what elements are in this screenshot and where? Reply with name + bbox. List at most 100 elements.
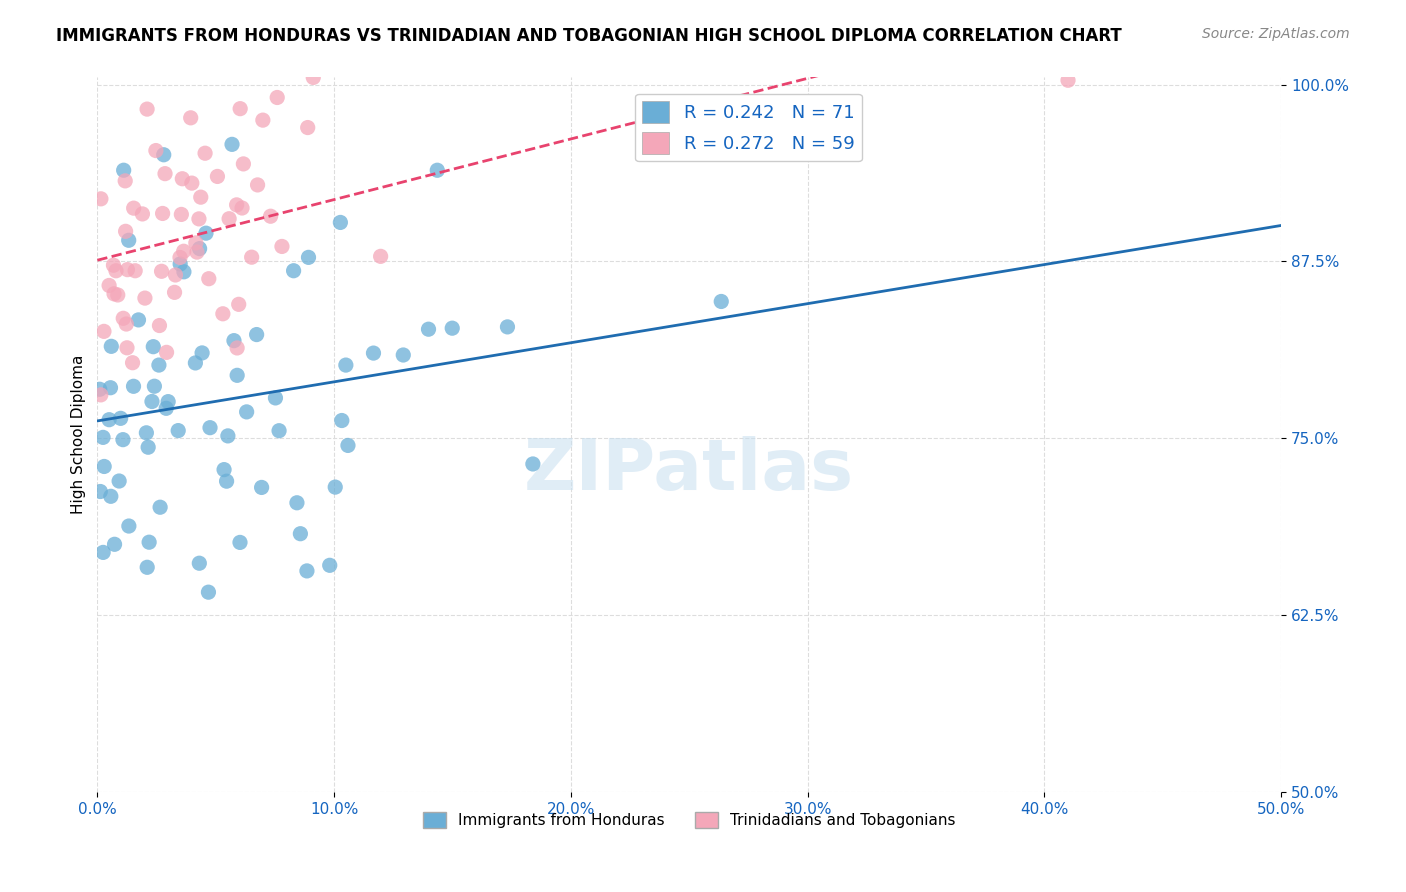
Immigrants from Honduras — [155, 401, 177, 416]
Immigrants from Honduras — [295, 564, 318, 578]
Immigrants from Honduras — [100, 381, 122, 395]
Trinidadians and Tobagonians — [152, 206, 174, 220]
Immigrants from Honduras — [173, 265, 195, 279]
Trinidadians and Tobagonians — [90, 192, 112, 206]
Immigrants from Honduras — [127, 313, 149, 327]
Immigrants from Honduras — [112, 163, 135, 178]
Trinidadians and Tobagonians — [229, 102, 252, 116]
Trinidadians and Tobagonians — [150, 264, 173, 278]
Immigrants from Honduras — [392, 348, 415, 362]
Immigrants from Honduras — [143, 379, 166, 393]
Immigrants from Honduras — [250, 480, 273, 494]
Text: IMMIGRANTS FROM HONDURAS VS TRINIDADIAN AND TOBAGONIAN HIGH SCHOOL DIPLOMA CORRE: IMMIGRANTS FROM HONDURAS VS TRINIDADIAN … — [56, 27, 1122, 45]
Trinidadians and Tobagonians — [114, 174, 136, 188]
Immigrants from Honduras — [246, 327, 269, 342]
Immigrants from Honduras — [264, 391, 287, 405]
Trinidadians and Tobagonians — [228, 297, 250, 311]
Immigrants from Honduras — [283, 264, 305, 278]
Trinidadians and Tobagonians — [240, 250, 263, 264]
Immigrants from Honduras — [441, 321, 464, 335]
Trinidadians and Tobagonians — [155, 345, 177, 359]
Immigrants from Honduras — [426, 163, 449, 178]
Immigrants from Honduras — [141, 394, 163, 409]
Trinidadians and Tobagonians — [252, 113, 274, 128]
Trinidadians and Tobagonians — [187, 211, 209, 226]
Immigrants from Honduras — [108, 474, 131, 488]
Immigrants from Honduras — [118, 519, 141, 533]
Immigrants from Honduras — [89, 484, 111, 499]
Trinidadians and Tobagonians — [98, 278, 121, 293]
Trinidadians and Tobagonians — [212, 307, 235, 321]
Immigrants from Honduras — [135, 425, 157, 440]
Immigrants from Honduras — [152, 148, 174, 162]
Immigrants from Honduras — [285, 496, 308, 510]
Immigrants from Honduras — [290, 526, 312, 541]
Immigrants from Honduras — [136, 560, 159, 574]
Immigrants from Honduras — [496, 319, 519, 334]
Trinidadians and Tobagonians — [218, 211, 240, 226]
Trinidadians and Tobagonians — [148, 318, 170, 333]
Trinidadians and Tobagonians — [136, 102, 159, 116]
Trinidadians and Tobagonians — [226, 341, 249, 355]
Trinidadians and Tobagonians — [180, 111, 202, 125]
Trinidadians and Tobagonians — [271, 239, 294, 253]
Immigrants from Honduras — [323, 480, 346, 494]
Immigrants from Honduras — [191, 346, 214, 360]
Y-axis label: High School Diploma: High School Diploma — [72, 355, 86, 515]
Trinidadians and Tobagonians — [107, 288, 129, 302]
Trinidadians and Tobagonians — [117, 262, 139, 277]
Immigrants from Honduras — [142, 340, 165, 354]
Trinidadians and Tobagonians — [93, 324, 115, 338]
Trinidadians and Tobagonians — [103, 286, 125, 301]
Immigrants from Honduras — [198, 420, 221, 434]
Trinidadians and Tobagonians — [246, 178, 269, 192]
Immigrants from Honduras — [91, 545, 114, 559]
Trinidadians and Tobagonians — [180, 176, 202, 190]
Immigrants from Honduras — [235, 405, 257, 419]
Immigrants from Honduras — [222, 334, 245, 348]
Trinidadians and Tobagonians — [115, 341, 138, 355]
Immigrants from Honduras — [221, 137, 243, 152]
Immigrants from Honduras — [157, 394, 180, 409]
Trinidadians and Tobagonians — [90, 388, 112, 402]
Immigrants from Honduras — [98, 413, 121, 427]
Trinidadians and Tobagonians — [198, 271, 221, 285]
Trinidadians and Tobagonians — [297, 120, 319, 135]
Immigrants from Honduras — [522, 457, 544, 471]
Immigrants from Honduras — [363, 346, 385, 360]
Immigrants from Honduras — [229, 535, 252, 549]
Immigrants from Honduras — [110, 411, 132, 425]
Immigrants from Honduras — [184, 356, 207, 370]
Trinidadians and Tobagonians — [153, 167, 176, 181]
Trinidadians and Tobagonians — [266, 90, 288, 104]
Trinidadians and Tobagonians — [225, 198, 247, 212]
Immigrants from Honduras — [138, 535, 160, 549]
Immigrants from Honduras — [195, 226, 218, 240]
Immigrants from Honduras — [319, 558, 342, 573]
Immigrants from Honduras — [169, 257, 191, 271]
Trinidadians and Tobagonians — [112, 311, 135, 326]
Immigrants from Honduras — [329, 215, 352, 229]
Trinidadians and Tobagonians — [121, 356, 143, 370]
Trinidadians and Tobagonians — [370, 249, 392, 263]
Immigrants from Honduras — [297, 251, 319, 265]
Immigrants from Honduras — [103, 537, 125, 551]
Immigrants from Honduras — [212, 462, 235, 476]
Trinidadians and Tobagonians — [103, 258, 125, 272]
Trinidadians and Tobagonians — [302, 70, 325, 85]
Immigrants from Honduras — [418, 322, 440, 336]
Trinidadians and Tobagonians — [172, 171, 194, 186]
Trinidadians and Tobagonians — [169, 251, 191, 265]
Trinidadians and Tobagonians — [173, 244, 195, 259]
Immigrants from Honduras — [336, 438, 359, 452]
Immigrants from Honduras — [197, 585, 219, 599]
Trinidadians and Tobagonians — [105, 264, 128, 278]
Immigrants from Honduras — [100, 489, 122, 503]
Trinidadians and Tobagonians — [122, 201, 145, 215]
Trinidadians and Tobagonians — [165, 268, 187, 282]
Trinidadians and Tobagonians — [115, 317, 138, 331]
Immigrants from Honduras — [267, 424, 290, 438]
Legend: Immigrants from Honduras, Trinidadians and Tobagonians: Immigrants from Honduras, Trinidadians a… — [416, 806, 962, 834]
Immigrants from Honduras — [89, 382, 111, 396]
Trinidadians and Tobagonians — [134, 291, 156, 305]
